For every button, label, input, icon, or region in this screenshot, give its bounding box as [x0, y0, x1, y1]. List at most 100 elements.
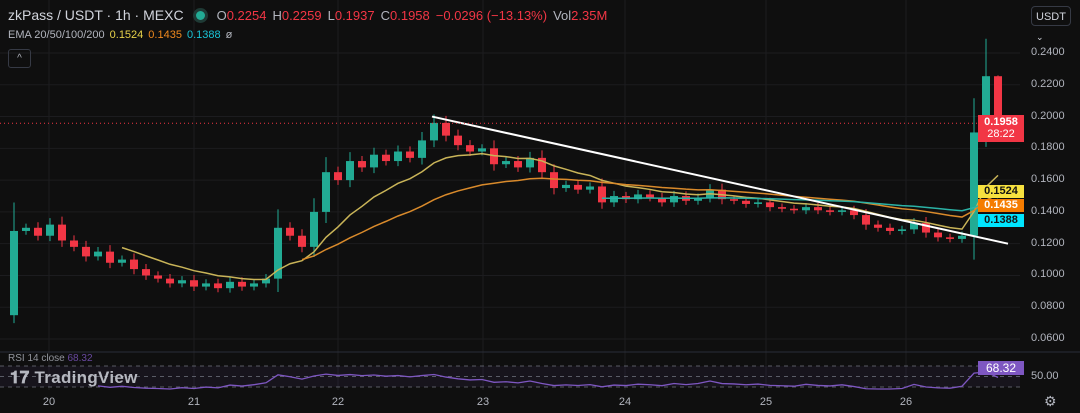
price-axis-label: 0.1200 — [1031, 236, 1065, 249]
collapse-legend-button[interactable]: ^ — [8, 49, 31, 68]
candle-body — [94, 251, 102, 257]
candle-body — [370, 154, 378, 168]
candle-body — [310, 211, 318, 247]
low-value: 0.1937 — [334, 7, 375, 23]
candle-body — [994, 76, 1002, 124]
candle-body — [526, 157, 534, 168]
ema20-value: 0.1524 — [109, 29, 144, 41]
candle-body — [226, 281, 234, 289]
candle-body — [334, 172, 342, 181]
candle-body — [394, 151, 402, 162]
candle-body — [766, 202, 774, 208]
price-axis-label: 0.1400 — [1031, 204, 1065, 217]
open-value: 0.2254 — [226, 7, 267, 23]
candle-body — [10, 230, 18, 316]
change-value: −0.0296 (−13.13%) — [435, 7, 548, 23]
ema50-line — [301, 177, 999, 261]
candle-body — [802, 207, 810, 211]
candle-body — [274, 227, 282, 279]
rsi-band — [0, 366, 1020, 387]
price-axis-label: 0.1600 — [1031, 173, 1065, 186]
volume-value: 2.35M — [571, 7, 608, 23]
ema-label: EMA 20/50/100/200 — [8, 29, 105, 41]
price-axis-label: 0.1800 — [1031, 141, 1065, 154]
candle-body — [502, 161, 510, 165]
candle-body — [442, 122, 450, 136]
candle-body — [934, 232, 942, 238]
rsi-legend[interactable]: RSI 14 close 68.32 — [8, 353, 93, 365]
currency-select[interactable]: USDT ⌄ — [1031, 6, 1071, 42]
close-label: C — [380, 7, 390, 23]
candle-body — [814, 207, 822, 211]
candle-body — [154, 275, 162, 279]
candle-body — [574, 184, 582, 190]
time-axis-label: 20 — [42, 396, 56, 408]
candle-body — [382, 154, 390, 162]
logo-icon: 𝟏𝟕 — [10, 368, 35, 387]
rsi-line — [97, 371, 999, 390]
candle-body — [646, 194, 654, 198]
candle-body — [610, 196, 618, 203]
candle-body — [730, 199, 738, 201]
candle-body — [910, 223, 918, 230]
time-axis-label: 24 — [618, 396, 632, 408]
symbol-title[interactable]: zkPass / USDT · 1h · MEXC — [8, 7, 184, 23]
candle-body — [250, 283, 258, 287]
ema100-value: 0.1388 — [186, 29, 221, 41]
chevron-down-icon: ⌄ — [1036, 32, 1044, 42]
candle-body — [322, 172, 330, 212]
candle-body — [742, 200, 750, 204]
market-status-icon — [195, 10, 205, 20]
ema100-tag: 0.1388 — [978, 214, 1024, 227]
candle-body — [238, 281, 246, 287]
rsi-label: RSI 14 close — [8, 353, 65, 364]
open-label: O — [216, 7, 227, 23]
candle-body — [850, 210, 858, 216]
time-axis-label: 22 — [331, 396, 345, 408]
candle-body — [46, 224, 54, 236]
last-price-value: 0.1958 — [984, 116, 1018, 128]
rsi-value-tag: 68.32 — [978, 361, 1024, 375]
candle-body — [562, 184, 570, 189]
candle-body — [778, 207, 786, 209]
candle-body — [886, 227, 894, 231]
candle-body — [130, 259, 138, 270]
ema200-value: ø — [225, 29, 233, 41]
candle-body — [202, 283, 210, 287]
legend-header: zkPass / USDT · 1h · MEXC O0.2254 H0.225… — [8, 7, 607, 23]
settings-gear-icon[interactable]: ⚙ — [1044, 393, 1057, 409]
time-axis-label: 21 — [187, 396, 201, 408]
candle-body — [430, 122, 438, 141]
time-axis-label: 25 — [759, 396, 773, 408]
candle-body — [358, 161, 366, 168]
price-axis-label: 0.2200 — [1031, 77, 1065, 90]
candle-body — [82, 246, 90, 257]
candle-body — [946, 237, 954, 239]
candle-body — [922, 223, 930, 233]
ema20-line — [121, 152, 999, 281]
candle-body — [958, 235, 966, 239]
candle-body — [538, 157, 546, 173]
currency-label: USDT — [1036, 11, 1066, 23]
ema100-line — [601, 197, 999, 212]
candle-body — [478, 148, 486, 152]
candle-body — [58, 224, 66, 241]
candle-body — [106, 251, 114, 263]
candle-body — [298, 235, 306, 247]
price-axis-label: 0.2400 — [1031, 46, 1065, 58]
candle-body — [286, 227, 294, 236]
rsi-axis-label: 50.00 — [1031, 370, 1059, 382]
candle-body — [754, 202, 762, 204]
candle-body — [262, 278, 270, 284]
candle-body — [694, 197, 702, 201]
ema20-tag: 0.1524 — [978, 185, 1024, 198]
candle-body — [658, 197, 666, 203]
time-axis-label: 23 — [476, 396, 490, 408]
tradingview-logo: 𝟏𝟕 TradingView — [10, 369, 138, 387]
trendline — [431, 115, 1009, 245]
ema-legend[interactable]: EMA 20/50/100/200 0.1524 0.1435 0.1388 ø — [8, 29, 232, 41]
candle-body — [826, 210, 834, 212]
candle-body — [454, 135, 462, 146]
candle-body — [982, 76, 990, 133]
